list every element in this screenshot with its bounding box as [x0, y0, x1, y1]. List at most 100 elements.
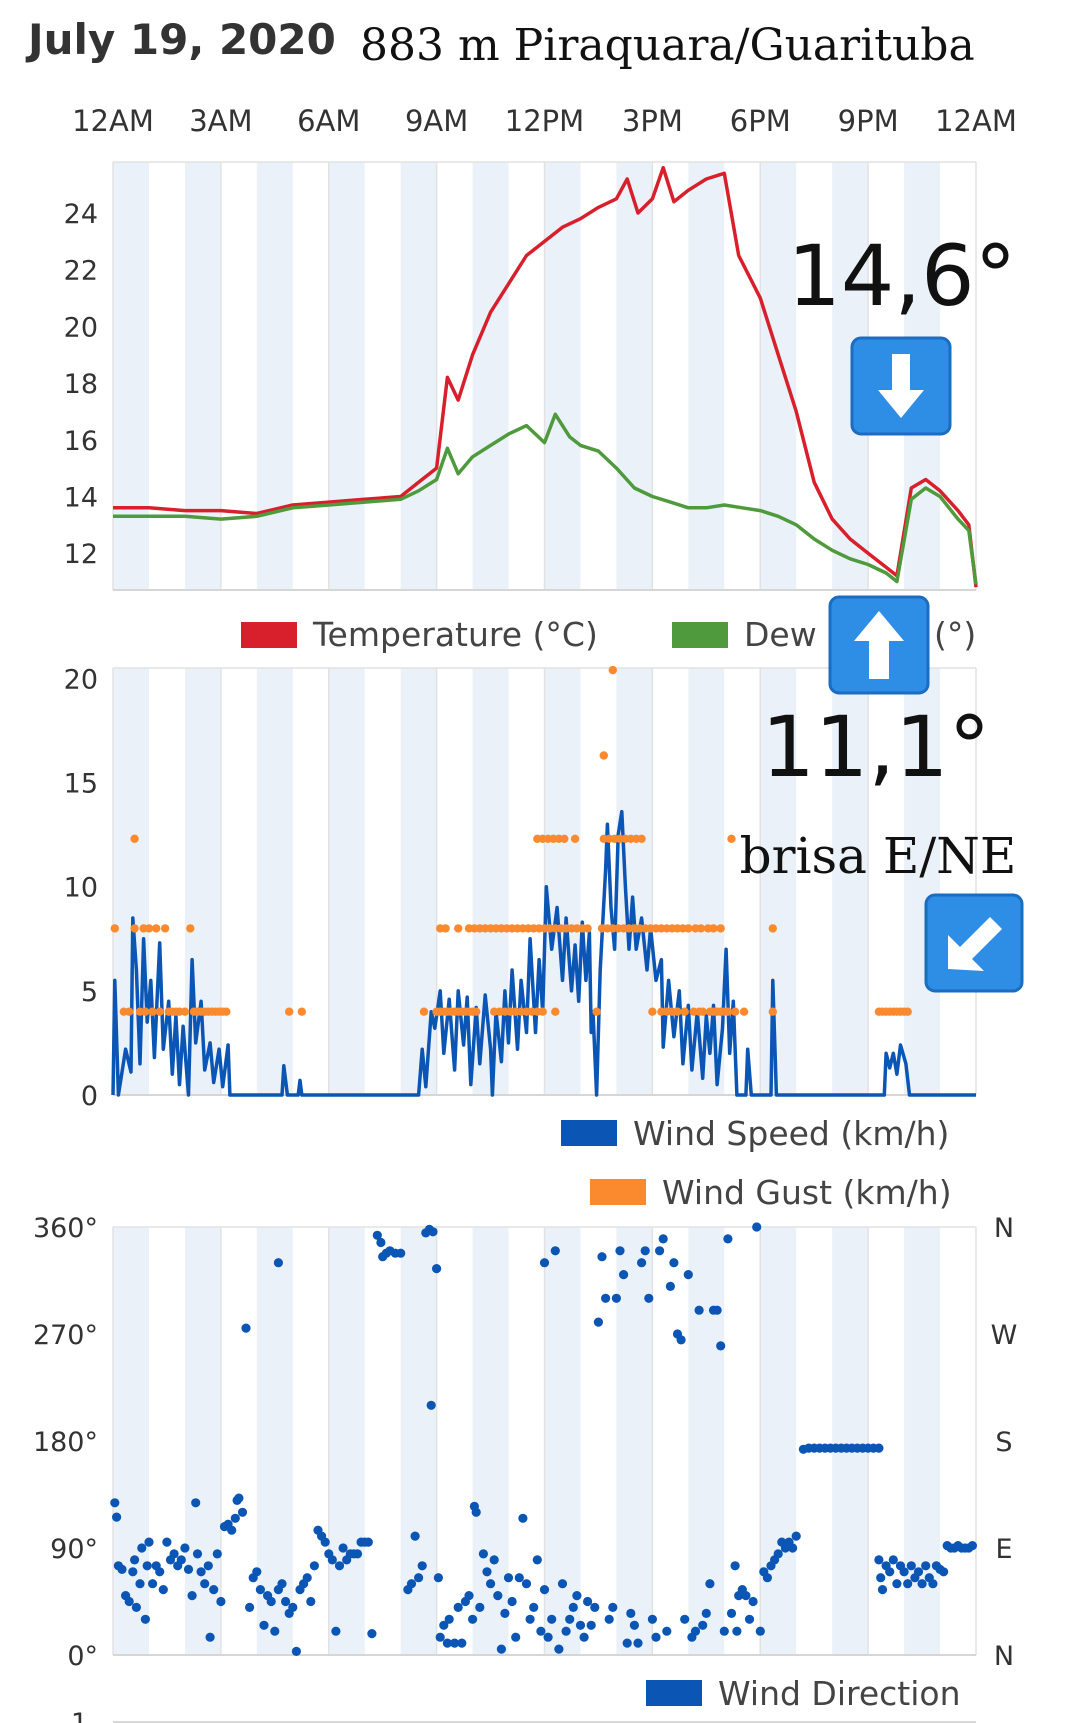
direction-point — [414, 1573, 424, 1583]
legend-label: Wind Speed (km/h) — [633, 1114, 949, 1153]
direction-point — [791, 1531, 801, 1541]
direction-point — [435, 1632, 445, 1642]
gust-point — [110, 924, 120, 933]
right-tick-label: S — [995, 1427, 1012, 1458]
hour-band — [113, 1227, 149, 1655]
time-axis-label: 12AM — [72, 104, 154, 138]
legend-swatch — [590, 1179, 646, 1205]
direction-point — [482, 1567, 492, 1577]
direction-point — [723, 1234, 733, 1244]
legend-swatch — [561, 1120, 617, 1146]
direction-point — [135, 1579, 145, 1589]
direction-point — [237, 1507, 248, 1517]
direction-point — [719, 1626, 729, 1636]
gust-point — [152, 924, 161, 933]
time-axis-label: 12AM — [935, 104, 1017, 138]
direction-point — [507, 1596, 517, 1607]
direction-point — [903, 1579, 913, 1589]
direction-point — [320, 1537, 330, 1547]
gust-point — [684, 924, 693, 933]
direction-point — [539, 1585, 550, 1595]
down-arrow-icon — [850, 336, 952, 436]
chart-legend: Wind Direction — [646, 1674, 961, 1713]
time-axis-label: 9PM — [838, 104, 899, 138]
direction-point — [148, 1579, 158, 1589]
gust-point — [148, 1007, 157, 1016]
direction-point — [597, 1252, 607, 1262]
direction-point — [604, 1614, 614, 1624]
direction-point — [647, 1614, 658, 1624]
direction-point — [410, 1531, 420, 1541]
direction-point — [128, 1567, 138, 1577]
direction-point — [428, 1227, 438, 1237]
gust-point — [441, 924, 450, 933]
direction-point — [655, 1246, 665, 1256]
direction-point — [701, 1608, 711, 1618]
gust-point — [768, 924, 777, 933]
direction-point — [183, 1564, 194, 1574]
direction-point — [539, 1258, 550, 1268]
direction-point — [245, 1602, 255, 1612]
direction-point — [496, 1644, 506, 1654]
direction-point — [536, 1626, 546, 1636]
direction-point — [110, 1498, 120, 1508]
series-line — [113, 165, 978, 588]
time-axis-label: 3PM — [622, 104, 683, 138]
gust-point — [648, 1007, 657, 1016]
direction-point — [939, 1567, 949, 1577]
direction-point — [525, 1614, 535, 1624]
direction-point — [433, 1573, 443, 1583]
direction-point — [255, 1585, 265, 1595]
direction-point — [478, 1549, 488, 1559]
hour-band — [616, 162, 653, 590]
direction-point — [367, 1629, 377, 1639]
direction-point — [773, 1549, 783, 1559]
direction-point — [277, 1579, 287, 1589]
direction-point — [200, 1579, 210, 1589]
gust-point — [730, 1007, 740, 1016]
wind-speed-chart: 0 5 10 15 20 Wind Speed (km/h) Wind Gust (km/… — [64, 664, 977, 1212]
direction-point — [442, 1638, 452, 1648]
y-tick-label: 0° — [67, 1641, 98, 1672]
direction-point — [601, 1293, 611, 1303]
direction-point — [372, 1230, 382, 1240]
gust-point — [186, 924, 195, 933]
direction-point — [561, 1626, 571, 1636]
direction-point — [203, 1561, 213, 1571]
direction-point — [406, 1579, 417, 1589]
direction-point — [575, 1620, 586, 1630]
series-line — [113, 412, 978, 585]
direction-point — [547, 1614, 557, 1624]
direction-point — [192, 1549, 203, 1559]
direction-point — [511, 1632, 521, 1642]
direction-point — [568, 1602, 578, 1612]
direction-point — [590, 1602, 600, 1612]
series-lines — [113, 165, 978, 588]
direction-point — [557, 1579, 568, 1589]
direction-point — [500, 1608, 510, 1618]
time-axis-label: 9AM — [405, 104, 468, 138]
direction-point — [669, 1258, 679, 1268]
y-tick-label: 20 — [64, 664, 98, 695]
direction-point — [565, 1614, 575, 1624]
direction-point — [529, 1602, 539, 1612]
direction-point — [468, 1614, 478, 1624]
hour-band — [544, 162, 581, 590]
gust-point — [716, 924, 725, 933]
direction-point — [503, 1573, 514, 1583]
direction-point — [888, 1555, 898, 1565]
y-axis-ticks: 0 5 10 15 20 — [64, 664, 98, 1112]
direction-point — [928, 1579, 938, 1589]
hour-band — [832, 668, 869, 1095]
gust-point — [727, 834, 736, 843]
y-axis-ticks: 0° 90° 180° 270° 360° N E S W N — [33, 1213, 1017, 1672]
date-title: July 19, 2020 — [25, 15, 336, 64]
gust-point — [570, 834, 580, 843]
y-tick-label: 22 — [64, 256, 98, 287]
direction-point — [396, 1248, 406, 1258]
direction-point — [363, 1537, 373, 1547]
hour-band — [760, 162, 797, 590]
next-chart-first-tick: 1 — [71, 1708, 88, 1723]
legend-label: Dew — [744, 615, 817, 654]
